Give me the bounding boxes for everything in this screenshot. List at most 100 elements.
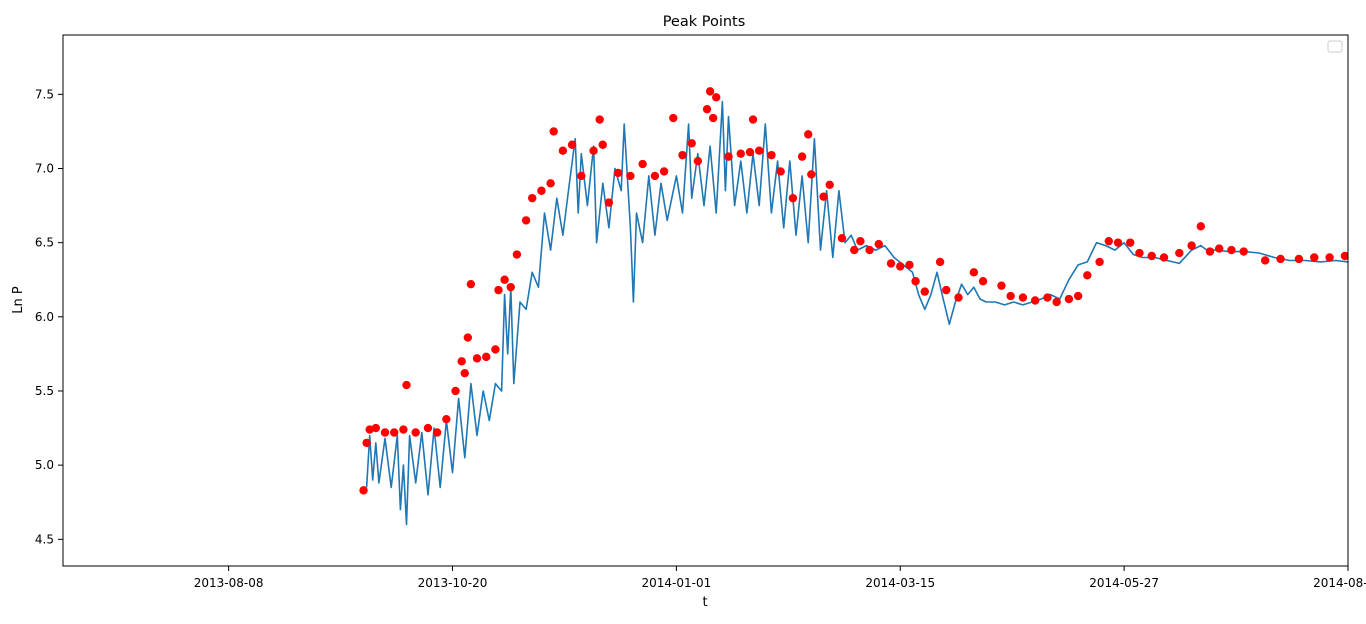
peak-point <box>482 352 491 362</box>
peak-point <box>807 170 816 179</box>
peak-point <box>521 216 531 225</box>
peak-point <box>362 438 371 448</box>
peak-point <box>512 250 522 259</box>
peak-point <box>1147 251 1156 261</box>
y-tick-label: 7.5 <box>35 87 54 101</box>
peak-point <box>920 287 929 296</box>
peak-point <box>1064 294 1074 304</box>
peak-point <box>1260 256 1270 265</box>
peak-point <box>537 186 546 195</box>
peak-point <box>702 104 712 114</box>
peak-point <box>402 380 411 390</box>
peak-point <box>874 239 883 249</box>
peak-point <box>1294 254 1304 264</box>
plot-area <box>359 87 1348 526</box>
peak-point <box>911 277 920 286</box>
peak-point <box>423 423 433 433</box>
peak-point <box>856 236 865 246</box>
x-axis-label: t <box>702 595 707 610</box>
peak-point <box>745 147 755 157</box>
peak-point <box>399 425 408 434</box>
peak-point <box>390 428 399 437</box>
peak-point <box>1196 222 1205 231</box>
peak-point <box>1340 251 1348 261</box>
price-series-line <box>365 100 1348 526</box>
peak-point <box>954 293 963 302</box>
peak-point <box>804 130 813 139</box>
peak-point <box>819 192 828 201</box>
peak-point <box>669 113 678 123</box>
peak-point <box>1187 241 1196 250</box>
peak-point <box>935 257 945 267</box>
peak-point <box>659 167 669 176</box>
peak-point <box>788 193 798 203</box>
peak-point <box>1159 253 1169 262</box>
y-tick-label: 5.5 <box>35 384 54 398</box>
peak-point <box>1104 236 1113 246</box>
peak-point <box>705 87 715 96</box>
peak-point <box>613 168 623 178</box>
peak-point <box>776 167 785 176</box>
peak-point <box>451 386 460 396</box>
peak-point <box>380 428 390 437</box>
peak-point <box>638 159 647 169</box>
peak-point <box>1126 238 1135 247</box>
peak-point <box>650 171 660 181</box>
peak-point <box>748 115 758 124</box>
peak-point <box>494 285 503 295</box>
peak-point <box>595 115 604 124</box>
peak-point <box>457 357 466 366</box>
x-tick-label: 2014-01-01 <box>641 576 711 590</box>
peak-point <box>528 193 537 203</box>
peak-point <box>491 345 500 354</box>
peak-point <box>558 146 568 155</box>
peak-point <box>460 368 469 378</box>
x-tick-label: 2013-08-08 <box>194 576 264 590</box>
peak-point <box>850 245 859 255</box>
peak-point <box>754 146 764 155</box>
peak-point <box>598 140 607 149</box>
peak-point <box>797 152 807 161</box>
peak-point <box>411 428 420 437</box>
peak-point <box>1043 293 1052 302</box>
peak-point <box>577 171 586 181</box>
peak-point <box>1135 248 1144 258</box>
peak-point <box>1227 245 1236 255</box>
peak-point <box>708 113 718 123</box>
y-tick-label: 6.5 <box>35 236 54 250</box>
x-tick-label: 2013-10-20 <box>418 576 488 590</box>
peak-point <box>865 245 874 255</box>
peak-point <box>604 198 614 207</box>
y-axis-label: Ln P <box>11 286 26 314</box>
peak-point <box>1205 247 1215 256</box>
peak-point <box>371 423 381 433</box>
peak-point <box>1310 253 1319 262</box>
peak-point <box>712 93 721 102</box>
peak-point <box>896 262 905 271</box>
peak-point <box>1030 296 1040 305</box>
peak-point <box>724 152 733 161</box>
peak-point <box>905 260 914 270</box>
peak-point <box>626 171 635 181</box>
peak-point <box>942 285 951 295</box>
peak-point <box>1006 291 1015 301</box>
peak-point <box>463 333 473 342</box>
peak-point <box>466 279 476 289</box>
peak-point <box>500 275 509 284</box>
peak-point <box>1083 271 1092 280</box>
y-tick-label: 4.5 <box>35 532 54 546</box>
y-axis: 4.5 5.0 5.5 6.0 6.5 7.0 7.5 <box>35 87 63 546</box>
peak-point <box>837 234 847 243</box>
plot-frame <box>62 34 1349 567</box>
peak-point <box>693 156 703 166</box>
y-tick-label: 6.0 <box>35 310 54 324</box>
y-tick-label: 5.0 <box>35 458 54 472</box>
legend-box <box>1327 40 1343 53</box>
peak-point <box>1276 254 1285 264</box>
peak-point <box>506 282 515 292</box>
x-tick-label: 2014-03-15 <box>865 576 935 590</box>
peak-point <box>442 414 451 424</box>
peak-point <box>969 268 979 277</box>
x-axis: 2013-08-08 2013-10-20 2014-01-01 2014-03-15… <box>194 566 1366 590</box>
